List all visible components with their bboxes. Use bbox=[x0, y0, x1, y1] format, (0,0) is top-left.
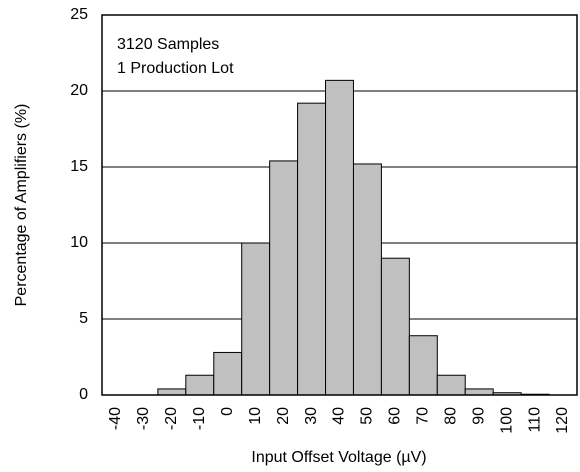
y-tick-label: 25 bbox=[70, 6, 88, 23]
annotation: 3120 Samples bbox=[117, 36, 219, 53]
y-tick-label: 0 bbox=[79, 386, 88, 403]
bar bbox=[213, 351, 243, 396]
x-tick-label: 70 bbox=[415, 407, 432, 425]
x-tick-label: 30 bbox=[303, 407, 320, 425]
y-axis-label: Percentage of Amplifiers (%) bbox=[13, 104, 30, 307]
x-tick-label: 60 bbox=[387, 407, 404, 425]
y-tick-label: 5 bbox=[79, 310, 88, 327]
plot-frame bbox=[101, 14, 578, 396]
bar bbox=[436, 374, 466, 396]
x-tick-label: 50 bbox=[359, 407, 376, 425]
bar bbox=[408, 335, 438, 396]
bar bbox=[241, 242, 271, 396]
y-tick-label: 10 bbox=[70, 234, 88, 251]
x-tick-label: 100 bbox=[498, 407, 515, 434]
x-tick-label: 40 bbox=[331, 407, 348, 425]
x-tick-label: 90 bbox=[470, 407, 487, 425]
x-tick-label: -40 bbox=[107, 407, 124, 430]
bar bbox=[464, 388, 494, 396]
bar bbox=[157, 388, 187, 396]
bar bbox=[352, 163, 382, 396]
x-tick-label: -20 bbox=[163, 407, 180, 430]
y-tick-label: 20 bbox=[70, 82, 88, 99]
x-tick-label: 120 bbox=[554, 407, 571, 434]
bar bbox=[297, 102, 327, 396]
y-tick-label: 15 bbox=[70, 158, 88, 175]
bar bbox=[185, 374, 215, 396]
x-tick-label: 20 bbox=[275, 407, 292, 425]
bar bbox=[269, 160, 299, 396]
bar bbox=[325, 79, 354, 396]
x-axis-label: Input Offset Voltage (µV) bbox=[251, 449, 426, 466]
annotation: 1 Production Lot bbox=[117, 60, 234, 77]
x-tick-label: -10 bbox=[191, 407, 208, 430]
x-tick-label: 110 bbox=[526, 407, 543, 433]
x-tick-label: -30 bbox=[135, 407, 152, 430]
x-tick-label: 0 bbox=[219, 407, 236, 416]
x-tick-label: 10 bbox=[247, 407, 264, 425]
bar bbox=[380, 257, 410, 396]
x-tick-label: 80 bbox=[442, 407, 459, 425]
